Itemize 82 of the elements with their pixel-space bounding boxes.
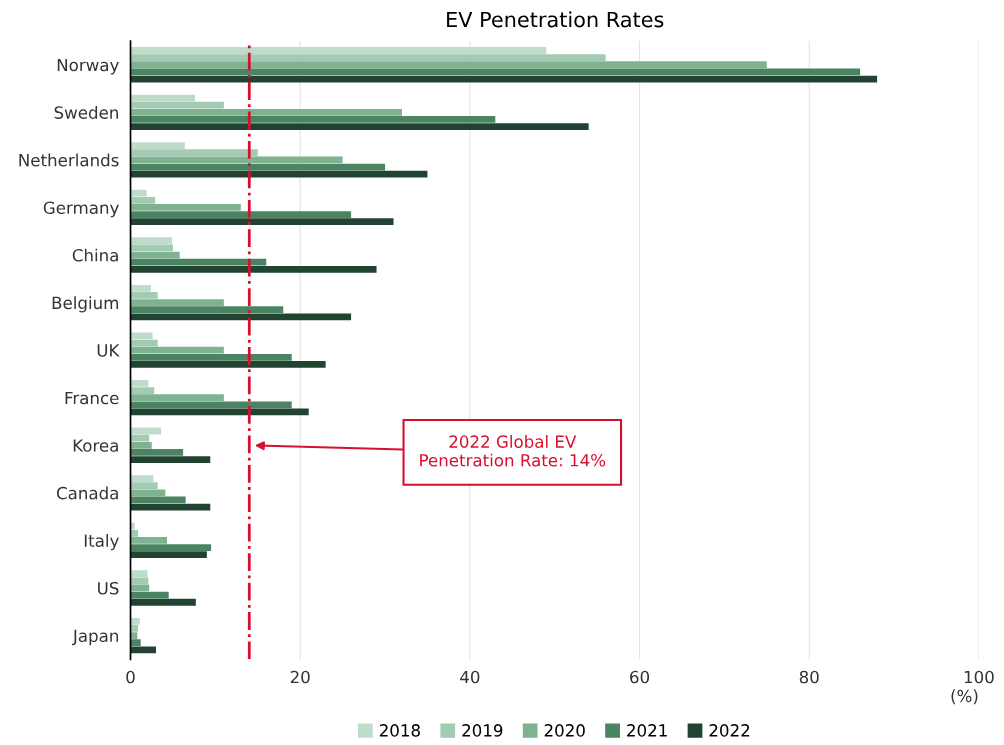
y-tick-label: France [65, 391, 119, 405]
bar [130, 123, 589, 130]
bar [130, 292, 158, 299]
bar [130, 353, 292, 361]
legend-label: 2020 [544, 724, 585, 737]
bar [130, 551, 207, 559]
bar [130, 617, 140, 625]
y-tick-label: US [98, 581, 119, 595]
bar [130, 639, 141, 647]
bar [130, 196, 156, 204]
x-tick-label: 20 [290, 670, 310, 684]
bar [130, 313, 352, 321]
legend-label: 2019 [462, 724, 503, 737]
x-axis-title: (%) [951, 689, 978, 705]
bar [130, 598, 196, 606]
ref-line-label: 2022 Global EV Penetration Rate: 14% [420, 435, 606, 467]
x-tick-label: 0 [126, 670, 135, 684]
x-tick-label: 100 [964, 670, 994, 684]
bar [130, 149, 258, 157]
chart-title: EV Penetration Rates [447, 11, 664, 28]
bar [130, 625, 139, 632]
legend-label: 2021 [627, 724, 667, 737]
bar [130, 108, 402, 116]
y-tick-label: Italy [84, 534, 119, 551]
bar [130, 142, 185, 150]
bar [130, 456, 211, 463]
bar [130, 116, 496, 123]
bar [130, 361, 326, 368]
bar [130, 570, 148, 578]
bar [130, 577, 149, 585]
bar [130, 189, 147, 197]
legend-label: 2022 [709, 724, 750, 737]
legend-label: 2018 [379, 724, 420, 737]
y-tick-label: China [72, 248, 118, 262]
bar [130, 489, 166, 497]
bar [130, 449, 184, 456]
x-tick-label: 40 [460, 670, 480, 684]
y-tick-label: Sweden [54, 105, 118, 119]
bar [130, 632, 138, 639]
bar [130, 258, 267, 266]
bar [130, 265, 377, 273]
bar [130, 170, 428, 178]
bar [130, 591, 169, 599]
bar [130, 346, 224, 354]
bar [130, 482, 158, 490]
bar [130, 47, 547, 54]
y-tick-label: Canada [56, 486, 118, 500]
bar [130, 401, 292, 409]
bar [130, 284, 151, 292]
y-tick-label: Belgium [52, 296, 118, 313]
y-tick-label: Netherlands [19, 153, 119, 167]
bar [130, 61, 767, 69]
bar [130, 218, 394, 226]
y-tick-label: Korea [73, 439, 118, 452]
bar [130, 394, 224, 402]
bar [130, 434, 150, 442]
x-tick-label: 60 [630, 670, 650, 684]
bar [130, 306, 284, 314]
bar [130, 529, 139, 537]
y-tick-label: Germany [43, 201, 119, 218]
bar [130, 503, 211, 511]
bar [130, 332, 153, 340]
bar [130, 544, 212, 551]
bar [130, 299, 224, 306]
bar [130, 244, 173, 252]
y-tick-label: UK [97, 344, 120, 357]
bar [130, 537, 167, 544]
bar [130, 54, 606, 62]
bar [130, 237, 173, 245]
bar [130, 441, 152, 449]
y-tick-label: Norway [57, 58, 119, 75]
bar [130, 101, 224, 109]
bar [130, 475, 154, 482]
bar [130, 380, 149, 387]
x-tick-label: 80 [799, 670, 819, 684]
bar [130, 156, 343, 164]
y-tick-label: Japan [72, 629, 118, 646]
bar [130, 522, 135, 530]
bar [130, 646, 156, 654]
bar [130, 387, 155, 394]
bar [130, 211, 352, 218]
bar [130, 204, 241, 211]
